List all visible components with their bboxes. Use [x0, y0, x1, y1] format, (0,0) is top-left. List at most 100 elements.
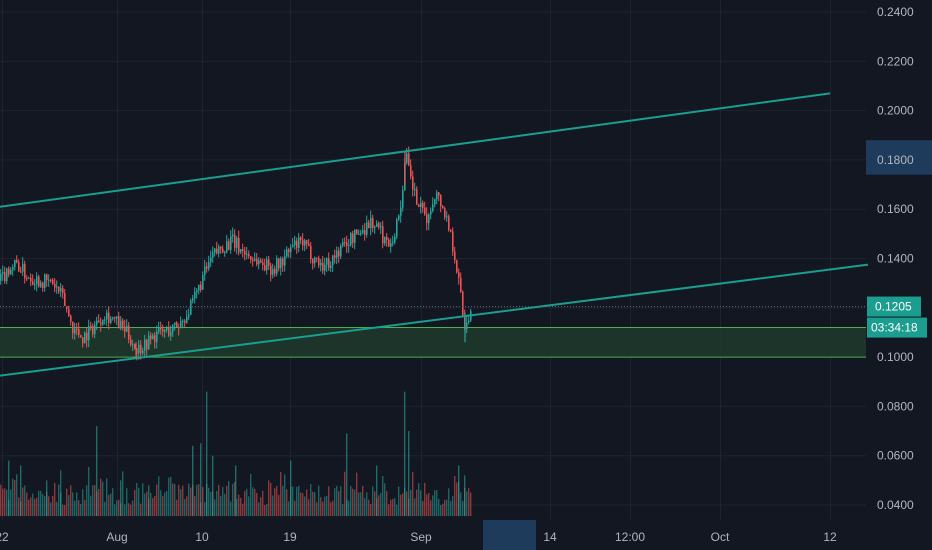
candle-body [346, 242, 348, 246]
candle-body [272, 269, 274, 275]
volume-bar [280, 472, 282, 517]
candle-body [108, 312, 110, 323]
candle-body [234, 234, 236, 248]
candle-body [196, 290, 198, 292]
volume-bar [44, 496, 46, 517]
volume-bar [254, 488, 256, 517]
candle-body [368, 222, 370, 228]
volume-bar [62, 504, 64, 517]
volume-bar [146, 491, 148, 517]
volume-bar [374, 491, 376, 517]
candle-body [90, 325, 92, 327]
candle-body [74, 328, 76, 334]
volume-bar [424, 482, 426, 517]
volume-bar [6, 489, 8, 517]
price-tick-label: 0.1400 [877, 252, 914, 266]
candle-body [266, 259, 268, 271]
candle-body [44, 274, 46, 289]
candle-body [434, 199, 436, 205]
candle-body [228, 241, 230, 250]
volume-bar [130, 504, 132, 517]
volume-bar [392, 498, 394, 517]
volume-bar [196, 485, 198, 517]
volume-bar [96, 426, 98, 517]
volume-bar [118, 499, 120, 517]
volume-bar [172, 483, 174, 517]
candle-body [12, 267, 14, 270]
time-tick-label: 12:00 [615, 530, 645, 544]
volume-bar [4, 488, 6, 517]
volume-bar [100, 478, 102, 517]
volume-bar [64, 504, 66, 517]
candle-body [88, 325, 90, 341]
candle-body [188, 314, 190, 317]
volume-bar [90, 495, 92, 517]
candle-body [286, 249, 288, 257]
candle-body [252, 259, 254, 261]
volume-bar [82, 489, 84, 517]
volume-bar [330, 502, 332, 517]
candle-body [390, 243, 392, 247]
candle-body [216, 248, 218, 254]
trendline-upper-channel[interactable] [0, 92, 831, 208]
volume-bar [322, 501, 324, 517]
volume-bar [2, 488, 4, 517]
trendline-lower-channel[interactable] [0, 263, 869, 377]
candle-body [8, 268, 10, 275]
candle-body [180, 321, 182, 329]
volume-bar [320, 497, 322, 517]
volume-bar [116, 500, 118, 517]
candle-body [356, 229, 358, 235]
volume-bar [14, 480, 16, 517]
volume-bar [334, 488, 336, 517]
volume-bar [260, 497, 262, 517]
time-axis-background [0, 520, 866, 550]
candle-body [66, 305, 68, 309]
volume-bar [264, 504, 266, 517]
candle-body [276, 258, 278, 274]
candle-body [342, 242, 344, 246]
volume-bar [34, 498, 36, 517]
candle-body [462, 291, 464, 316]
volume-bar [268, 480, 270, 517]
candle-body [14, 259, 16, 268]
candle-body [30, 278, 32, 282]
trendlines[interactable] [0, 92, 869, 377]
volume-bar [288, 501, 290, 517]
candle-body [96, 320, 98, 325]
volume-bar [428, 492, 430, 517]
candle-body [22, 263, 24, 272]
candle-body [458, 272, 460, 278]
volume-bar [282, 485, 284, 517]
candle-body [182, 320, 184, 322]
volume-bar [450, 501, 452, 517]
candle-body [384, 236, 386, 244]
volume-bar [362, 485, 364, 517]
candle-body [36, 276, 38, 285]
candle-body [438, 192, 440, 196]
volume-bar [276, 485, 278, 517]
volume-bar [400, 494, 402, 517]
candle-body [262, 262, 264, 265]
time-axis[interactable]: 22 Aug 10 19 Sep 14 12:00 Oct 12 [0, 520, 866, 550]
candle-body [362, 230, 364, 233]
candle-body [230, 236, 232, 250]
candle-body [338, 250, 340, 257]
volume-bar [352, 488, 354, 517]
candle-body [160, 327, 162, 330]
candle-body [122, 320, 124, 327]
volume-bar [70, 485, 72, 517]
volume-bar [284, 474, 286, 517]
volume-bar [388, 504, 390, 517]
candle-body [24, 263, 26, 279]
volume-bar [202, 486, 204, 517]
candle-body [218, 246, 220, 254]
candle-body [198, 284, 200, 291]
volume-bar [312, 491, 314, 517]
candle-body [240, 249, 242, 253]
volume-bar [454, 475, 456, 517]
volume-bar [332, 500, 334, 517]
